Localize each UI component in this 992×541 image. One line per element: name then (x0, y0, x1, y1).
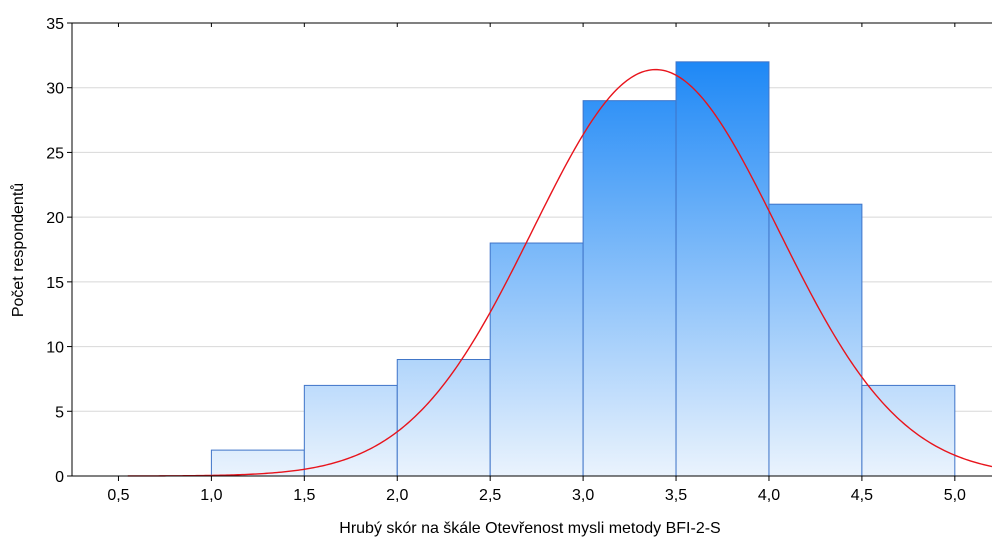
histogram-bars (210, 61, 956, 477)
x-tick-label: 5,0 (944, 487, 966, 504)
y-tick-label: 5 (55, 404, 64, 421)
histogram-bar (489, 242, 584, 477)
x-tick-label: 4,0 (758, 487, 780, 504)
y-tick-label: 30 (46, 81, 64, 98)
x-axis-title: Hrubý skór na škále Otevřenost mysli met… (339, 520, 720, 537)
y-tick-label: 10 (46, 340, 64, 357)
histogram-bar (303, 384, 398, 477)
x-tick-label: 3,5 (665, 487, 687, 504)
y-tick-label: 0 (55, 469, 64, 486)
x-tick-label: 4,5 (851, 487, 873, 504)
x-tick-label: 0,5 (107, 487, 129, 504)
histogram-bar (861, 384, 956, 477)
histogram-bar (210, 449, 305, 477)
y-axis-title: Počet respondentů (9, 183, 27, 317)
histogram-bar (582, 100, 677, 477)
histogram-bar (396, 359, 491, 477)
histogram-bar (768, 203, 863, 477)
x-axis-ticks: 0,5 1,0 1,5 2,0 2,5 3,0 3,5 4,0 4,5 5,0 (107, 23, 966, 504)
y-tick-label: 15 (46, 275, 64, 292)
y-tick-label: 20 (46, 210, 64, 227)
x-tick-label: 1,0 (200, 487, 222, 504)
x-tick-label: 2,0 (386, 487, 408, 504)
x-tick-label: 1,5 (293, 487, 315, 504)
histogram-bar (675, 61, 770, 477)
axes (71, 22, 992, 477)
y-tick-label: 25 (46, 145, 64, 162)
x-tick-label: 2,5 (479, 487, 501, 504)
normal-curve-layer (127, 68, 992, 477)
normal-curve (127, 68, 992, 477)
y-axis-ticks: 0 5 10 15 20 25 30 35 (46, 16, 72, 486)
y-tick-label: 35 (46, 16, 64, 33)
x-tick-label: 3,0 (572, 487, 594, 504)
